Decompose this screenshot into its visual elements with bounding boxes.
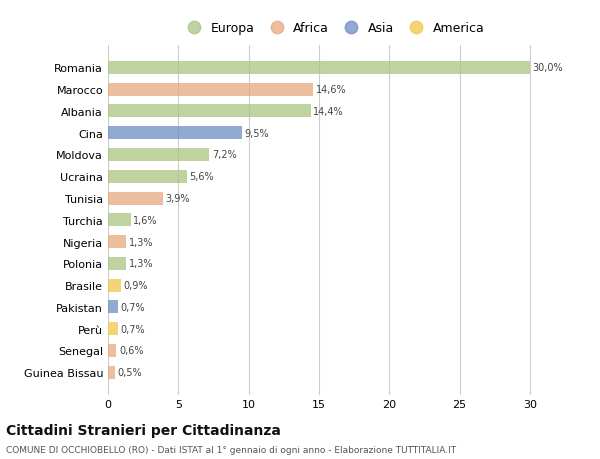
Text: 9,5%: 9,5%: [244, 129, 269, 139]
Bar: [108, 170, 187, 184]
Text: 0,6%: 0,6%: [119, 346, 144, 356]
Bar: [108, 257, 126, 270]
Text: 1,3%: 1,3%: [129, 237, 154, 247]
Bar: [108, 322, 118, 336]
Bar: [108, 366, 115, 379]
Text: 3,9%: 3,9%: [166, 194, 190, 204]
Text: COMUNE DI OCCHIOBELLO (RO) - Dati ISTAT al 1° gennaio di ogni anno - Elaborazion: COMUNE DI OCCHIOBELLO (RO) - Dati ISTAT …: [6, 445, 456, 454]
Bar: [108, 279, 121, 292]
Bar: [108, 235, 126, 249]
Bar: [108, 301, 118, 313]
Text: 30,0%: 30,0%: [533, 63, 563, 73]
Text: 0,9%: 0,9%: [124, 280, 148, 291]
Bar: [108, 214, 131, 227]
Text: 0,7%: 0,7%: [121, 302, 145, 312]
Bar: [108, 192, 163, 205]
Text: 7,2%: 7,2%: [212, 150, 237, 160]
Text: Cittadini Stranieri per Cittadinanza: Cittadini Stranieri per Cittadinanza: [6, 423, 281, 437]
Bar: [108, 62, 530, 75]
Bar: [108, 344, 116, 357]
Bar: [108, 105, 311, 118]
Text: 1,3%: 1,3%: [129, 259, 154, 269]
Bar: [108, 149, 209, 162]
Text: 5,6%: 5,6%: [190, 172, 214, 182]
Bar: [108, 127, 242, 140]
Text: 14,4%: 14,4%: [313, 107, 344, 117]
Text: 0,5%: 0,5%: [118, 367, 142, 377]
Text: 0,7%: 0,7%: [121, 324, 145, 334]
Text: 1,6%: 1,6%: [133, 215, 158, 225]
Text: 14,6%: 14,6%: [316, 85, 347, 95]
Legend: Europa, Africa, Asia, America: Europa, Africa, Asia, America: [176, 17, 490, 40]
Bar: [108, 84, 313, 96]
